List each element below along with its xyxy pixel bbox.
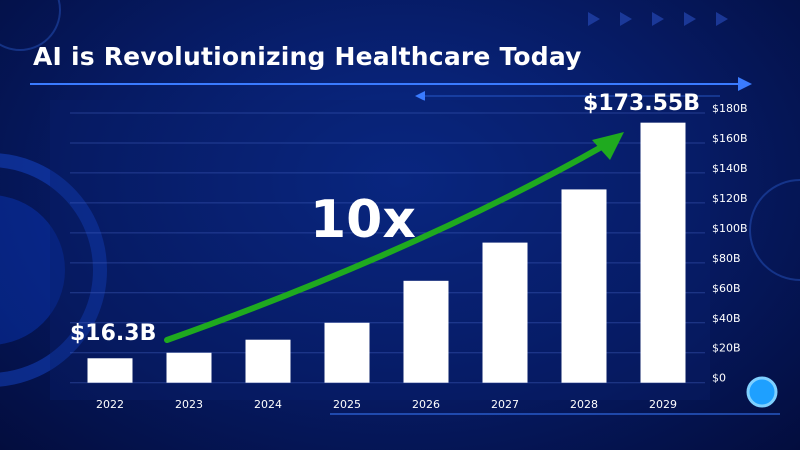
decor-ring — [0, 153, 107, 387]
y-tick-label: $160B — [712, 132, 748, 145]
decor-disc — [0, 195, 65, 345]
start-value-label: $16.3B — [70, 321, 156, 346]
decor-ring — [0, 0, 61, 51]
bar-2023 — [166, 352, 212, 383]
arrowhead-icon — [592, 132, 624, 160]
y-tick-label: $20B — [712, 342, 741, 355]
y-tick-label: $40B — [712, 312, 741, 325]
y-tick-label: $120B — [712, 192, 748, 205]
y-tick-label: $60B — [712, 282, 741, 295]
y-tick-label: $0 — [712, 372, 726, 385]
growth-label: 10x — [310, 190, 416, 250]
y-tick-label: $80B — [712, 252, 741, 265]
x-tick-label: 2022 — [96, 398, 124, 411]
x-tick-label: 2025 — [333, 398, 361, 411]
end-value-label: $173.55B — [583, 91, 700, 116]
bar-2026 — [403, 280, 449, 383]
bar-2029 — [640, 122, 686, 383]
bar-2024 — [245, 339, 291, 383]
x-tick-label: 2028 — [570, 398, 598, 411]
page-title: AI is Revolutionizing Healthcare Today — [33, 42, 582, 71]
arrowhead-icon — [415, 91, 425, 101]
decor-glow-dot — [746, 376, 778, 408]
x-tick-label: 2026 — [412, 398, 440, 411]
y-tick-label: $100B — [712, 222, 748, 235]
x-tick-label: 2024 — [254, 398, 282, 411]
y-tick-label: $140B — [712, 162, 748, 175]
y-tick-label: $180B — [712, 102, 748, 115]
bar-2025 — [324, 322, 370, 383]
growth-arrow — [164, 142, 608, 343]
x-tick-label: 2023 — [175, 398, 203, 411]
bar-2028 — [561, 189, 607, 383]
bar-2022 — [87, 358, 133, 383]
decor-ring — [749, 179, 800, 281]
arrowhead-icon — [738, 77, 752, 91]
decor-chevrons — [588, 12, 728, 26]
x-tick-label: 2029 — [649, 398, 677, 411]
bar-2027 — [482, 242, 528, 383]
x-tick-label: 2027 — [491, 398, 519, 411]
